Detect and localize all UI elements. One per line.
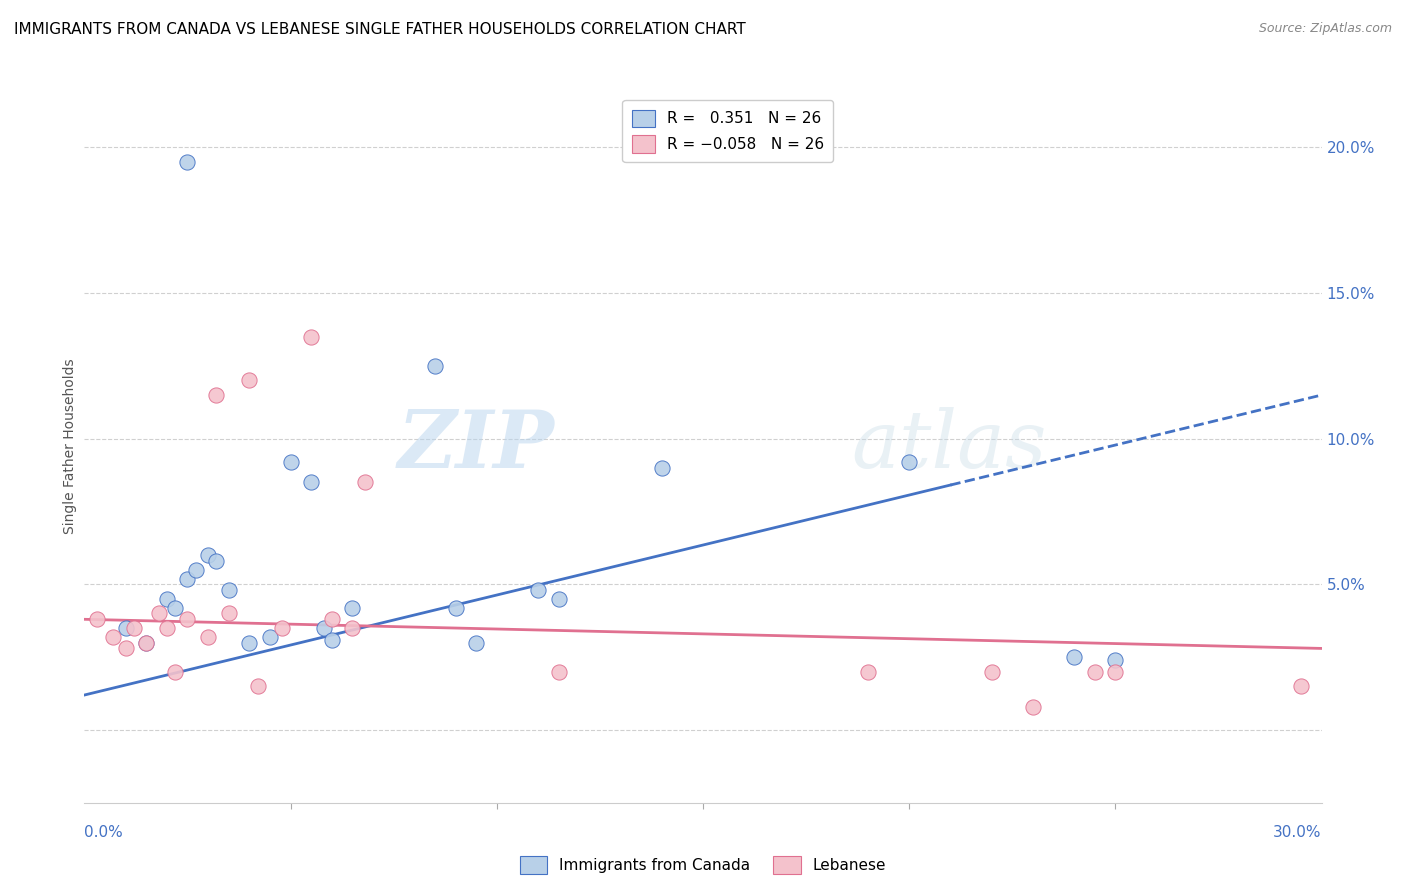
Point (299, 475, 322, 490)
Point (148, 607, 170, 621)
Point (980, 665, 1002, 679)
Point (176, 155, 198, 169)
Point (856, 665, 879, 679)
Point (218, 607, 240, 621)
Text: ZIP: ZIP (398, 408, 554, 484)
Point (246, 679, 269, 693)
Point (1104, 653, 1126, 667)
Point (238, 635, 260, 649)
Point (135, 635, 157, 649)
Point (651, 460, 673, 475)
Point (299, 330, 322, 344)
Point (342, 621, 364, 635)
Point (86, 612, 108, 626)
Point (547, 591, 569, 606)
Point (321, 612, 343, 626)
Point (547, 665, 569, 679)
Point (1289, 679, 1312, 693)
Point (156, 621, 179, 635)
Legend: Immigrants from Canada, Lebanese: Immigrants from Canada, Lebanese (513, 850, 893, 880)
Point (444, 600, 467, 615)
Point (1104, 665, 1126, 679)
Point (176, 572, 198, 586)
Point (898, 455, 921, 469)
Text: 0.0%: 0.0% (84, 825, 124, 840)
Point (271, 621, 294, 635)
Point (259, 630, 281, 644)
Point (135, 635, 157, 649)
Point (156, 591, 179, 606)
Legend: R =   0.351   N = 26, R = −0.058   N = 26: R = 0.351 N = 26, R = −0.058 N = 26 (623, 101, 832, 161)
Y-axis label: Single Father Households: Single Father Households (63, 359, 77, 533)
Point (122, 621, 145, 635)
Point (423, 359, 446, 373)
Point (103, 630, 125, 644)
Text: atlas: atlas (852, 408, 1047, 484)
Point (165, 665, 187, 679)
Point (1063, 650, 1085, 665)
Point (165, 600, 187, 615)
Point (321, 632, 343, 647)
Point (205, 554, 228, 568)
Point (280, 455, 302, 469)
Text: IMMIGRANTS FROM CANADA VS LEBANESE SINGLE FATHER HOUSEHOLDS CORRELATION CHART: IMMIGRANTS FROM CANADA VS LEBANESE SINGL… (14, 22, 745, 37)
Point (205, 388, 228, 402)
Point (184, 563, 207, 577)
Point (353, 475, 375, 490)
Text: 30.0%: 30.0% (1274, 825, 1322, 840)
Point (114, 621, 136, 635)
Point (238, 374, 260, 388)
Point (1084, 665, 1107, 679)
Point (114, 641, 136, 656)
Point (342, 600, 364, 615)
Point (465, 635, 488, 649)
Text: Source: ZipAtlas.com: Source: ZipAtlas.com (1258, 22, 1392, 36)
Point (176, 612, 198, 626)
Point (218, 583, 240, 598)
Point (1022, 699, 1045, 714)
Point (527, 583, 550, 598)
Point (312, 621, 335, 635)
Point (197, 630, 219, 644)
Point (197, 548, 219, 562)
